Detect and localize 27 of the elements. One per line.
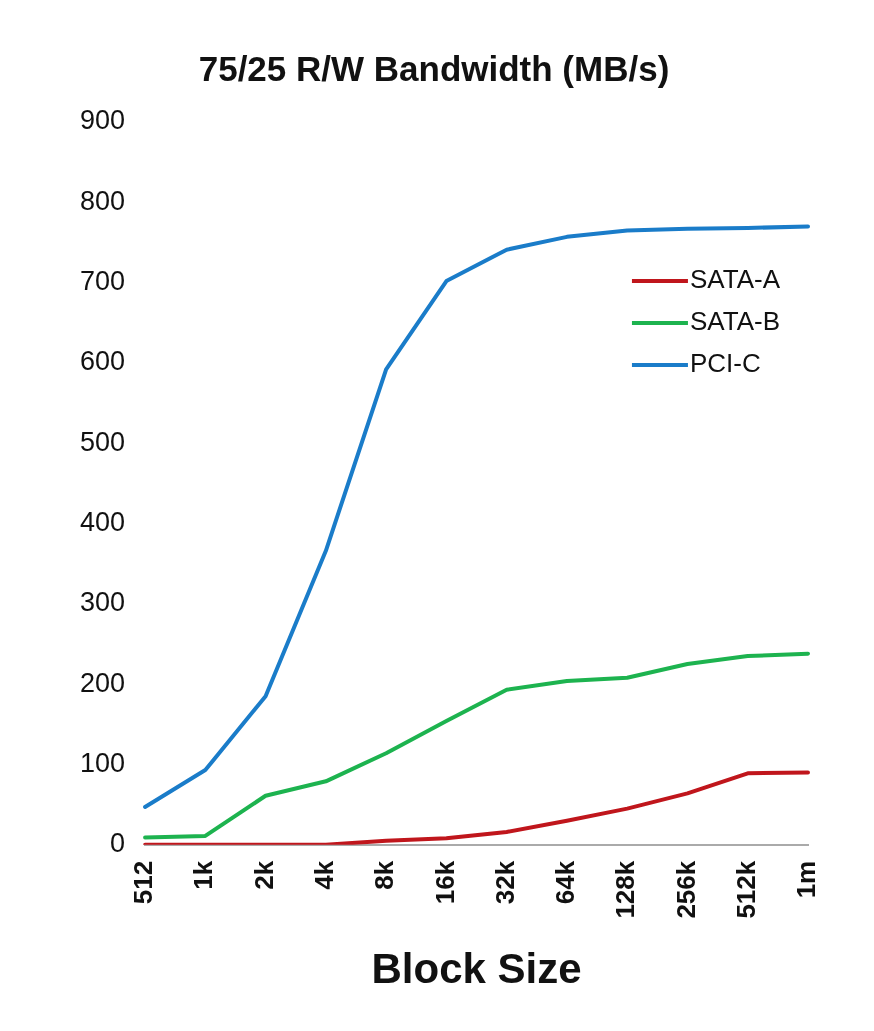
x-tick-label: 16k (429, 860, 460, 905)
y-tick-label: 500 (79, 426, 126, 457)
y-tick-label: 100 (79, 747, 126, 778)
x-tick-label: 1k (188, 860, 219, 890)
x-tick-label: 32k (489, 860, 520, 905)
y-tick-label: 600 (79, 346, 126, 377)
x-tick-label: 4k (309, 860, 340, 890)
x-axis-title: Block Size (371, 945, 582, 993)
x-tick-label: 8k (369, 860, 400, 890)
chart-title: 75/25 R/W Bandwidth (MB/s) (198, 48, 670, 88)
x-tick-label: 64k (550, 860, 581, 905)
legend-label: SATA-B (689, 306, 781, 337)
x-tick-label: 128k (610, 860, 641, 919)
y-tick-label: 200 (79, 667, 126, 698)
y-tick-label: 400 (79, 506, 126, 537)
y-tick-label: 0 (110, 828, 126, 859)
y-tick-label: 900 (79, 105, 126, 136)
y-tick-label: 800 (79, 185, 126, 216)
x-tick-label: 256k (670, 860, 701, 919)
y-tick-label: 700 (79, 266, 126, 297)
x-tick-label: 2k (248, 860, 279, 890)
y-tick-label: 300 (79, 587, 126, 618)
legend-label: PCI-C (689, 348, 761, 379)
legend-label: SATA-A (689, 264, 781, 295)
x-tick-label: 1m (791, 860, 822, 899)
x-tick-label: 512k (730, 860, 761, 919)
x-tick-label: 512 (128, 860, 159, 905)
